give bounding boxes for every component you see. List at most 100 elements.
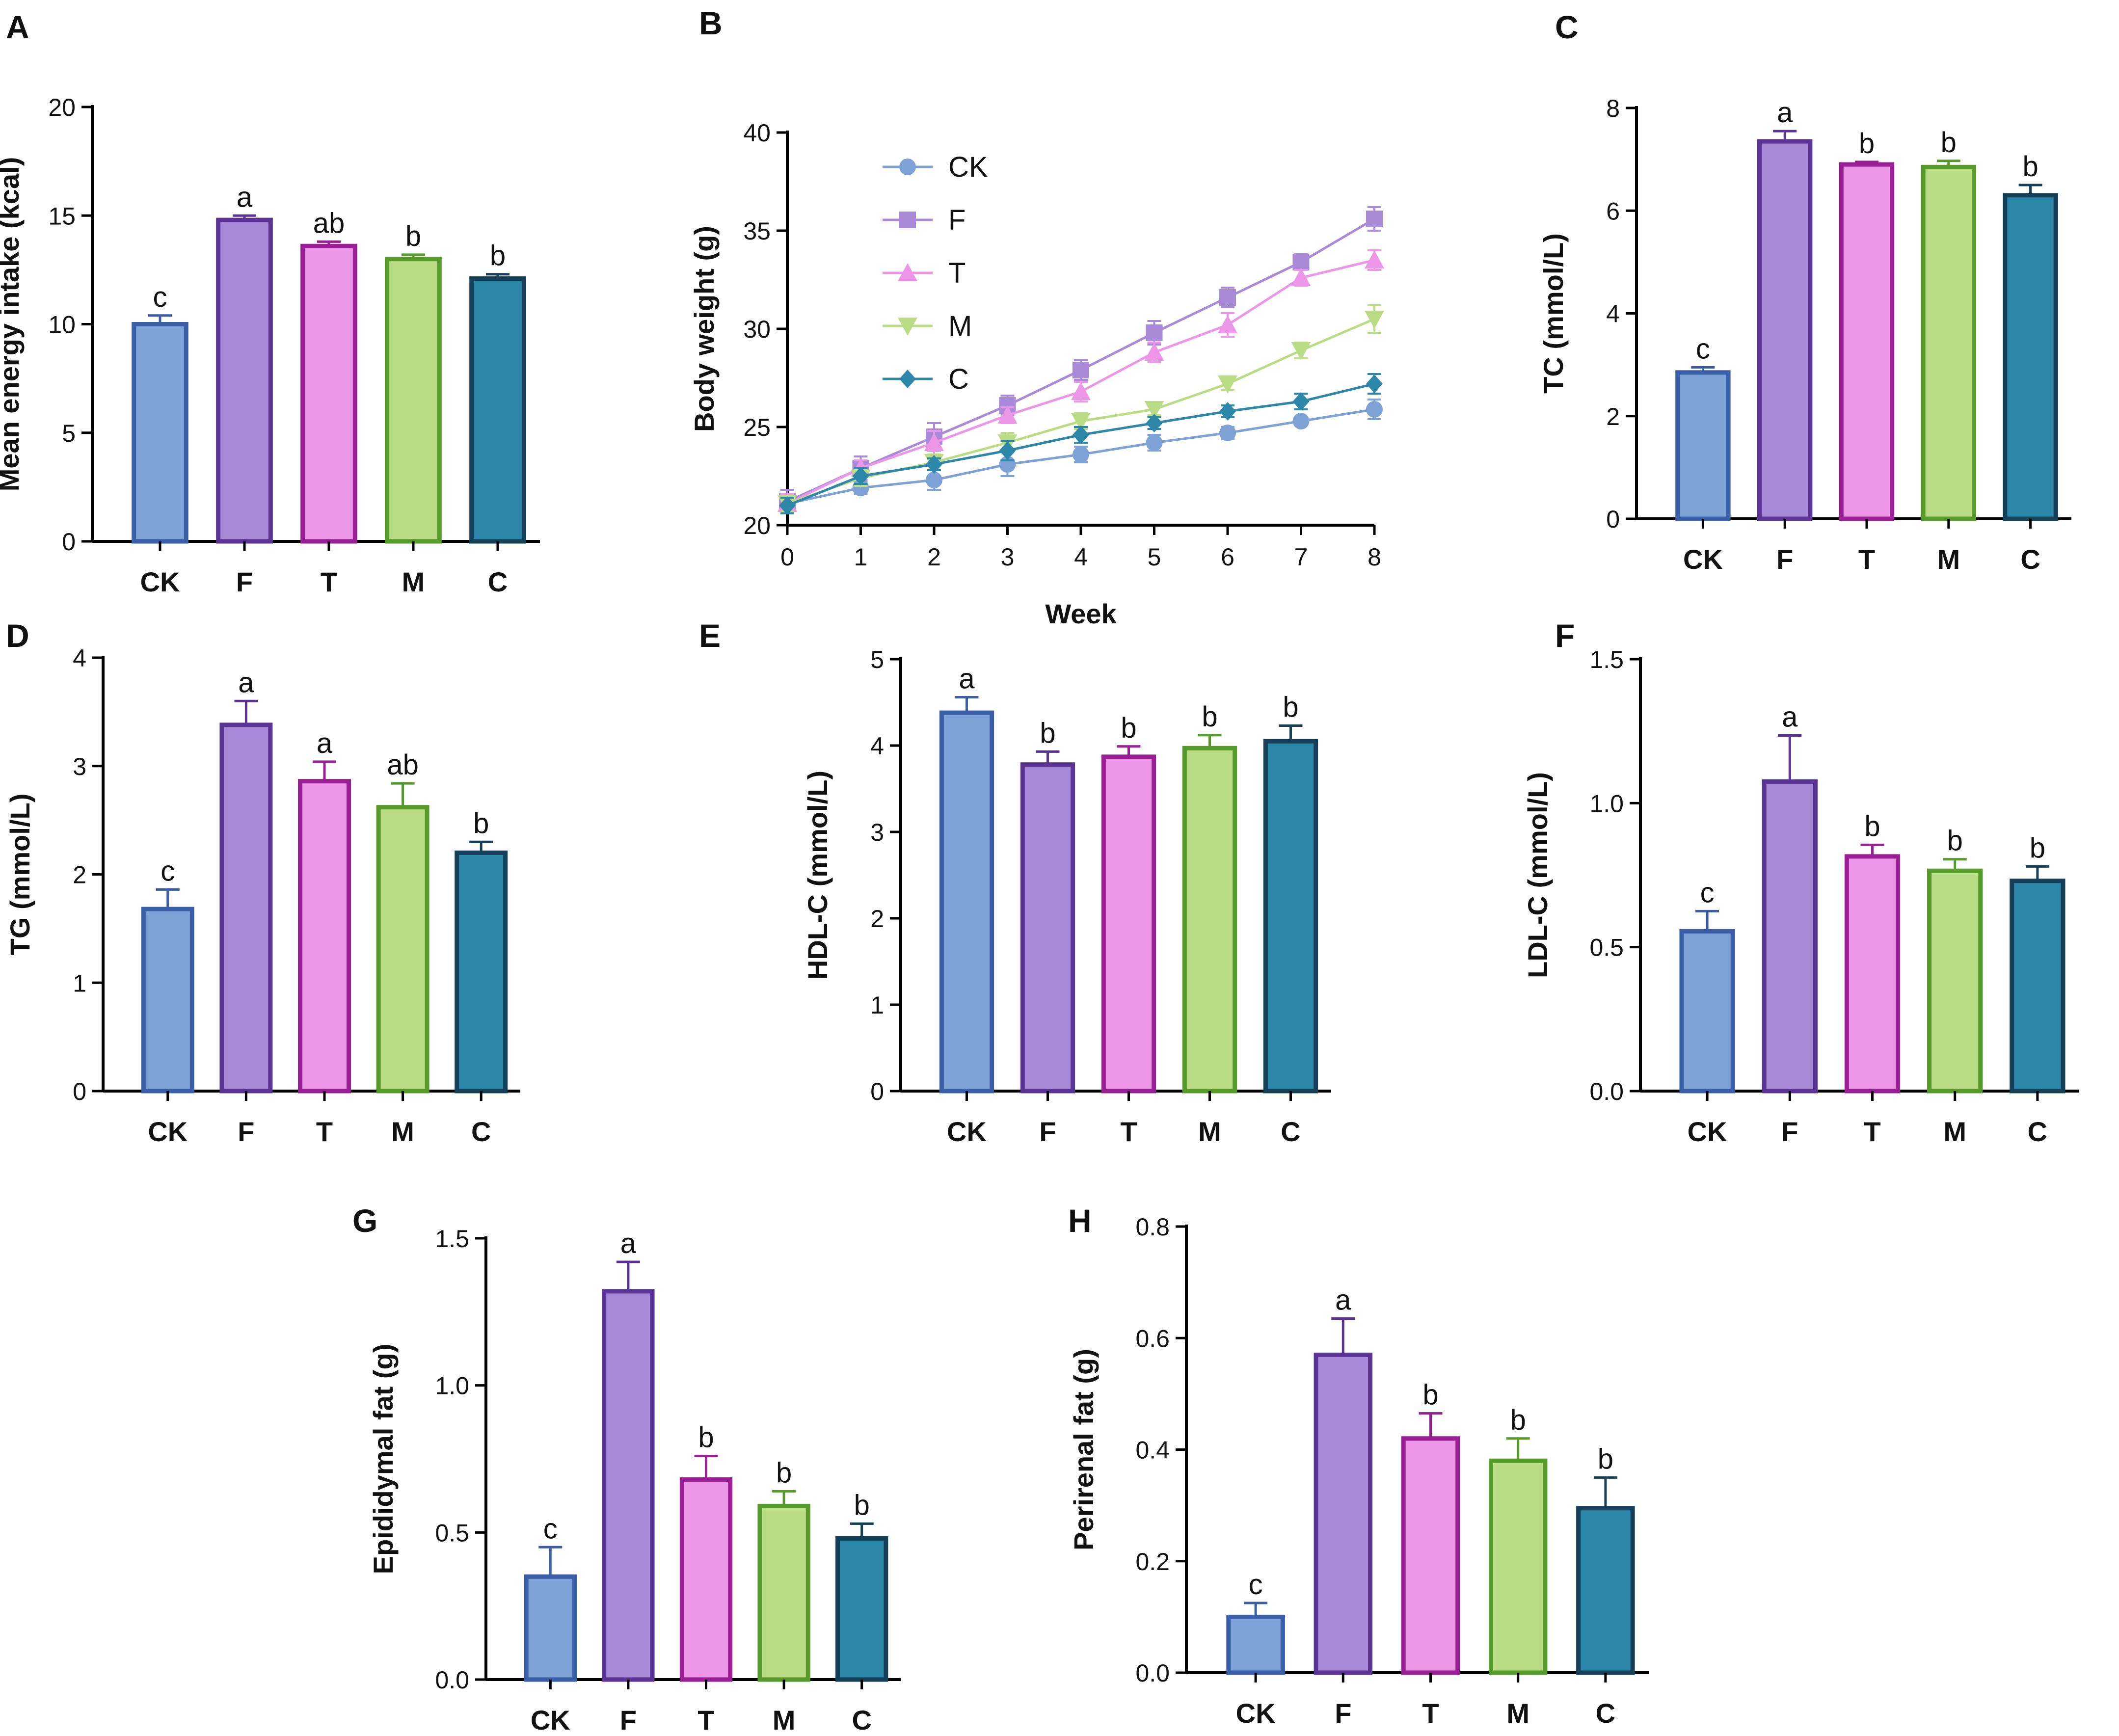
y-tick-label: 0.5 <box>1589 934 1624 961</box>
x-tick-label: 5 <box>1148 543 1161 571</box>
legend-marker <box>899 212 916 228</box>
significance-label: c <box>543 1513 558 1545</box>
x-category-label: M <box>1198 1116 1221 1147</box>
x-tick-label: 2 <box>927 543 941 571</box>
bar-ck <box>1675 370 1731 521</box>
bar-t <box>1839 162 1895 521</box>
bar-f <box>1757 139 1813 521</box>
series-c: C <box>779 363 1383 515</box>
panel-letter: H <box>1068 1202 1092 1239</box>
panel-letter: G <box>352 1202 377 1239</box>
x-category-label: T <box>316 1116 333 1147</box>
x-category-label: T <box>1864 1116 1880 1147</box>
bar-m <box>1927 868 1983 1094</box>
y-tick-label: 0 <box>1606 506 1620 533</box>
y-axis-title: Epididymal fat (g) <box>368 1344 399 1575</box>
x-category-label: F <box>1039 1116 1056 1147</box>
y-tick-label: 4 <box>870 732 884 760</box>
x-category-label: F <box>1781 1116 1798 1147</box>
y-tick-label: 4 <box>73 644 86 672</box>
data-point <box>1146 324 1163 341</box>
x-tick-label: 0 <box>780 543 794 571</box>
x-category-label: CK <box>148 1116 188 1147</box>
x-category-label: CK <box>1688 1116 1727 1147</box>
legend-label: M <box>948 310 972 342</box>
y-axis-title: HDL-C (mmol/L) <box>802 771 833 980</box>
data-point <box>1366 374 1383 393</box>
data-point <box>1292 392 1310 411</box>
x-tick-label: 3 <box>1001 543 1015 571</box>
data-point <box>852 467 869 485</box>
data-point <box>1146 434 1163 451</box>
panel-H: H 0.0 0.2 0.4 0.6 0.8 Perirenal fat (g) c CK a Fb T… <box>1068 1202 1649 1729</box>
y-tick-label: 0.0 <box>1589 1078 1624 1105</box>
panel-C: C 0 2 4 6 8 TC (mmol/L) c CK a Fb Tb Mb C <box>1538 9 2071 575</box>
data-point <box>1073 426 1089 444</box>
bar-c <box>1263 739 1318 1094</box>
panel-letter: F <box>1555 617 1575 654</box>
y-tick-label: 6 <box>1606 197 1620 225</box>
y-tick-label: 10 <box>48 311 76 339</box>
significance-label: a <box>237 181 253 213</box>
bar-ck <box>1679 929 1735 1094</box>
x-category-label: C <box>2020 544 2040 575</box>
bar-ck <box>132 322 188 544</box>
x-category-label: CK <box>531 1705 570 1736</box>
bar-m <box>385 257 442 544</box>
series-f: F <box>779 204 1383 514</box>
x-category-label: C <box>1281 1116 1300 1147</box>
significance-label: a <box>959 663 975 694</box>
series-m: M <box>778 304 1384 513</box>
x-category-label: C <box>1596 1698 1615 1729</box>
significance-label: a <box>620 1228 637 1259</box>
data-point <box>1291 268 1311 286</box>
y-tick-label: 1 <box>73 969 86 997</box>
panel-letter: E <box>699 617 721 654</box>
data-point <box>1073 362 1089 378</box>
y-tick-label: 0 <box>62 528 76 556</box>
significance-label: a <box>1335 1284 1351 1316</box>
y-tick-label: 2 <box>1606 403 1620 430</box>
x-category-label: M <box>773 1705 796 1736</box>
bar-c <box>469 276 526 544</box>
x-category-label: CK <box>1683 544 1723 575</box>
legend-label: T <box>948 257 966 289</box>
y-tick-label: 30 <box>743 316 771 343</box>
significance-label: b <box>1040 717 1055 749</box>
x-category-label: T <box>1858 544 1875 575</box>
panel-letter: D <box>6 617 29 654</box>
x-tick-label: 1 <box>854 543 868 571</box>
x-category-label: C <box>471 1116 491 1147</box>
legend-marker <box>899 370 916 388</box>
y-tick-label: 5 <box>62 420 76 447</box>
y-tick-label: 3 <box>870 819 884 846</box>
significance-label: b <box>1283 692 1298 723</box>
x-tick-label: 4 <box>1074 543 1088 571</box>
bar-ck <box>1226 1614 1285 1675</box>
y-tick-label: 35 <box>743 217 771 245</box>
y-tick-label: 0 <box>870 1078 884 1105</box>
significance-label: b <box>1510 1404 1526 1436</box>
x-category-label: T <box>1120 1116 1137 1147</box>
significance-label: b <box>1121 712 1136 744</box>
data-point <box>999 441 1016 460</box>
panel-E: E 0 1 2 3 4 5 HDL-C (mmol/L) a CK b Fb Tb Mb C <box>699 617 1331 1147</box>
significance-label: c <box>161 855 175 887</box>
significance-label: b <box>1941 127 1957 159</box>
significance-label: b <box>854 1489 870 1521</box>
x-category-label: T <box>321 566 337 597</box>
significance-label: c <box>1700 877 1715 908</box>
y-tick-label: 1 <box>870 991 884 1019</box>
significance-label: ab <box>387 749 419 781</box>
x-category-label: F <box>620 1705 637 1736</box>
y-axis-title: Perirenal fat (g) <box>1068 1349 1099 1550</box>
x-category-label: CK <box>947 1116 987 1147</box>
y-axis-title: TC (mmol/L) <box>1538 233 1569 394</box>
bar-m <box>1921 164 1977 521</box>
x-category-label: T <box>1422 1698 1439 1729</box>
significance-label: a <box>1782 701 1798 733</box>
panel-letter: B <box>699 5 723 41</box>
data-point <box>1144 343 1164 361</box>
bar-t <box>679 1477 733 1682</box>
